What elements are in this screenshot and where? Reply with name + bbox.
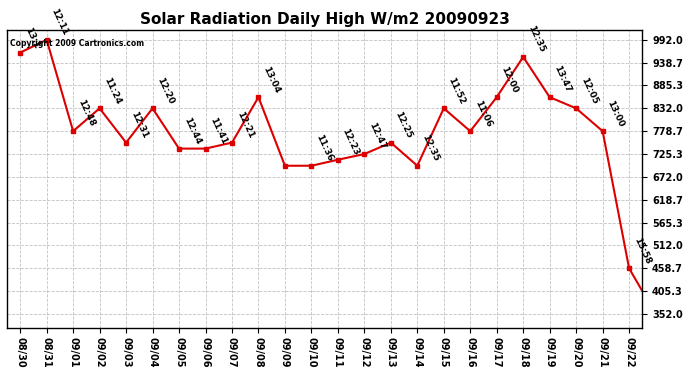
Text: 15:58: 15:58 [632, 236, 652, 266]
Text: 11:36: 11:36 [314, 133, 335, 163]
Title: Solar Radiation Daily High W/m2 20090923: Solar Radiation Daily High W/m2 20090923 [139, 12, 510, 27]
Text: 12:00: 12:00 [500, 65, 520, 94]
Text: 13:47: 13:47 [553, 64, 573, 94]
Text: 12:23: 12:23 [341, 127, 361, 157]
Text: 12:48: 12:48 [76, 99, 96, 128]
Text: 12:25: 12:25 [393, 110, 414, 140]
Text: 12:47: 12:47 [367, 121, 388, 151]
Text: 12:05: 12:05 [579, 76, 599, 105]
Text: 12:31: 12:31 [129, 110, 149, 140]
Text: 13:1: 13:1 [23, 26, 41, 50]
Text: 11:06: 11:06 [473, 99, 493, 128]
Text: 12:35: 12:35 [420, 133, 440, 163]
Text: 12:11: 12:11 [50, 7, 70, 37]
Text: 16:52: 16:52 [0, 374, 1, 375]
Text: 11:52: 11:52 [446, 76, 467, 105]
Text: 12:21: 12:21 [235, 110, 255, 140]
Text: Copyright 2009 Cartronics.com: Copyright 2009 Cartronics.com [10, 39, 144, 48]
Text: 11:24: 11:24 [102, 76, 123, 105]
Text: 12:44: 12:44 [181, 116, 202, 146]
Text: 13:04: 13:04 [262, 64, 282, 94]
Text: 13:00: 13:00 [605, 99, 626, 128]
Text: 11:41: 11:41 [208, 116, 228, 146]
Text: 12:20: 12:20 [155, 76, 175, 105]
Text: 12:35: 12:35 [526, 24, 546, 54]
